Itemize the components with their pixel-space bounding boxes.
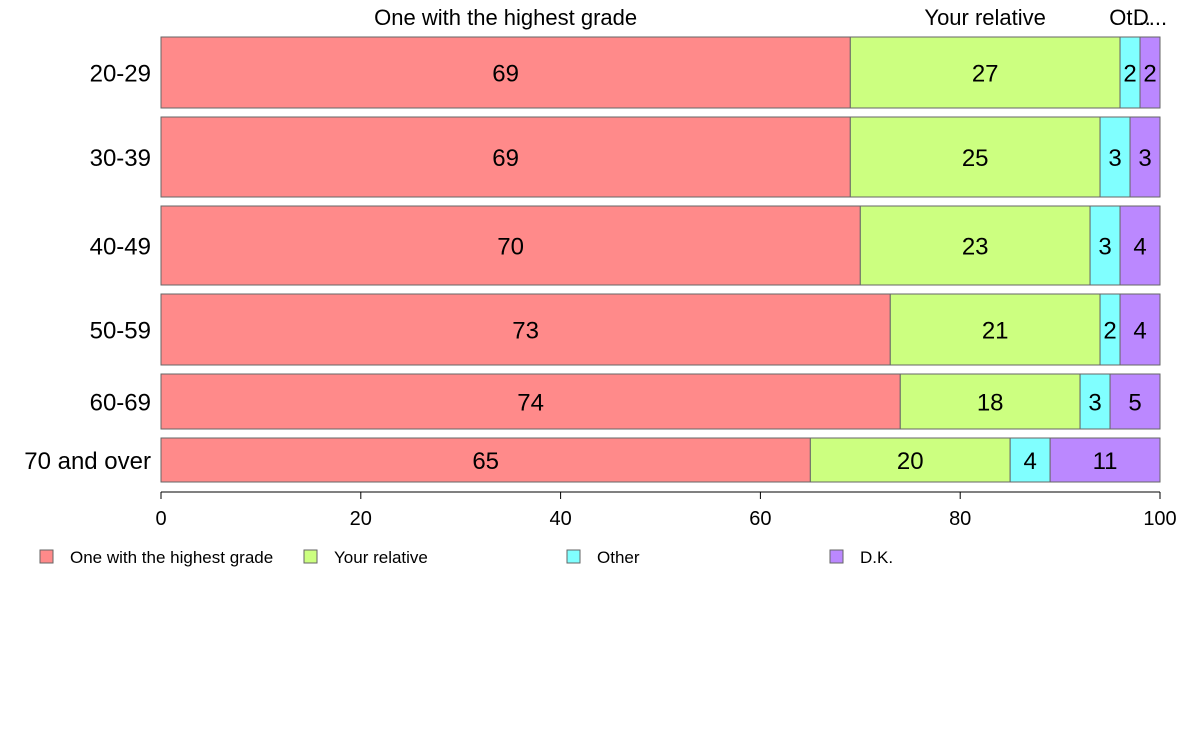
x-tick-label: 80 [949, 508, 971, 530]
bar-value-label: 69 [492, 145, 519, 172]
bar-segment [1119, 205, 1161, 286]
bar-value-label: 18 [977, 390, 1004, 417]
bar-segment [899, 373, 1081, 430]
bar-segment [1139, 36, 1161, 109]
category-label: 60-69 [90, 390, 151, 417]
bar-segment [160, 116, 851, 198]
bar-value-label: 65 [472, 448, 499, 475]
x-tick-label: 100 [1143, 508, 1176, 530]
bar-segment [160, 36, 851, 109]
bar-segment [1109, 373, 1161, 430]
bar-segment [849, 36, 1121, 109]
category-label: 20-29 [90, 61, 151, 88]
bar-segment [1119, 293, 1161, 366]
bar-segment [859, 205, 1091, 286]
legend-swatch [829, 549, 844, 564]
category-label: 70 and over [24, 448, 151, 475]
bar-value-label: 11 [1093, 448, 1118, 475]
bar-value-label: 21 [982, 318, 1009, 345]
bar-value-label: 4 [1023, 448, 1036, 475]
bar-segment [160, 373, 901, 430]
bar-value-label: 74 [517, 390, 544, 417]
legend-label: Your relative [334, 548, 428, 567]
bar-segment [1049, 437, 1161, 483]
bar-segment [809, 437, 1011, 483]
bar-value-label: 4 [1133, 318, 1146, 345]
legend-swatch [303, 549, 318, 564]
category-label: 40-49 [90, 234, 151, 261]
bar-segment [889, 293, 1101, 366]
category-label: 30-39 [90, 145, 151, 172]
bar-segment [849, 116, 1101, 198]
bar-value-label: 25 [962, 145, 989, 172]
x-tick-label: 20 [350, 508, 372, 530]
series-top-label: D... [1133, 5, 1167, 30]
series-top-label: Ot... [1109, 5, 1151, 30]
bar-value-label: 69 [492, 61, 519, 88]
legend-swatch [39, 549, 54, 564]
bar-segment [160, 293, 891, 366]
bar-value-label: 3 [1088, 390, 1101, 417]
x-tick-label: 40 [549, 508, 571, 530]
bar-value-label: 23 [962, 234, 989, 261]
bar-segment [1089, 205, 1121, 286]
category-label: 50-59 [90, 318, 151, 345]
bar-value-label: 73 [512, 318, 539, 345]
bar-segment [160, 437, 811, 483]
bar-value-label: 70 [497, 234, 524, 261]
legend-swatch [566, 549, 581, 564]
bar-value-label: 20 [897, 448, 924, 475]
bar-value-label: 27 [972, 61, 999, 88]
bar-segment [1129, 116, 1161, 198]
legend-label: Other [597, 548, 640, 567]
bar-value-label: 4 [1133, 234, 1146, 261]
bar-segment [160, 205, 861, 286]
x-tick-label: 60 [749, 508, 771, 530]
bar-value-label: 2 [1103, 318, 1116, 345]
series-top-label: One with the highest grade [374, 5, 637, 30]
bar-value-label: 5 [1128, 390, 1141, 417]
bar-value-label: 3 [1138, 145, 1151, 172]
bar-segment [1099, 116, 1131, 198]
legend-label: D.K. [860, 548, 893, 567]
series-top-label: Your relative [924, 5, 1045, 30]
bar-value-label: 2 [1143, 61, 1156, 88]
legend-label: One with the highest grade [70, 548, 273, 567]
x-tick-label: 0 [155, 508, 166, 530]
bar-segment [1079, 373, 1111, 430]
bar-value-label: 3 [1108, 145, 1121, 172]
bar-value-label: 2 [1123, 61, 1136, 88]
bar-value-label: 3 [1098, 234, 1111, 261]
